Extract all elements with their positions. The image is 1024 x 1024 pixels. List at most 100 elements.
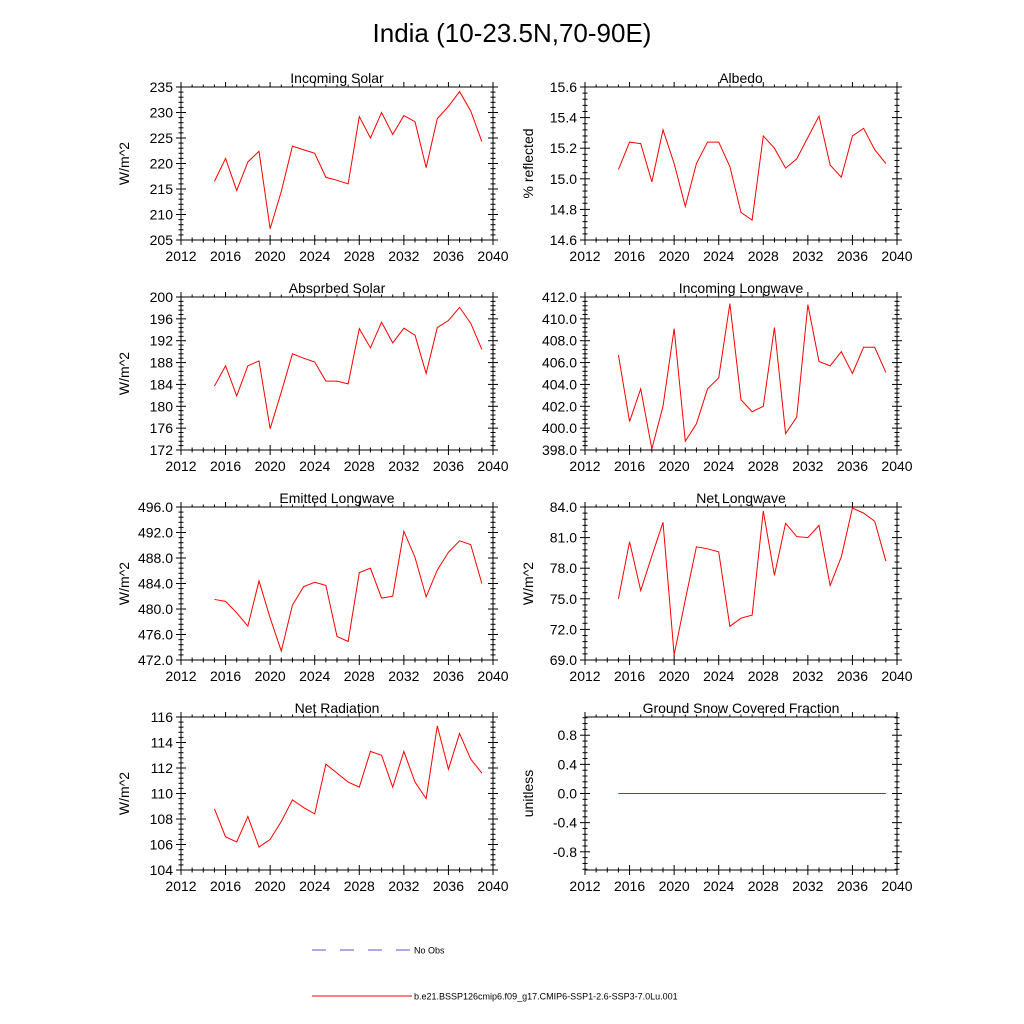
y-tick-label: 172 <box>150 442 174 458</box>
x-tick-label: 2020 <box>255 668 286 684</box>
x-tick-label: 2024 <box>299 248 330 264</box>
x-tick-label: 2040 <box>881 668 912 684</box>
x-tick-label: 2028 <box>748 458 779 474</box>
x-tick-label: 2028 <box>748 878 779 894</box>
plot-frame <box>180 716 494 871</box>
y-tick-label: 116 <box>151 709 174 725</box>
x-tick-label: 2032 <box>792 668 823 684</box>
y-tick-label: 15.6 <box>550 79 577 95</box>
x-tick-label: 2016 <box>614 458 645 474</box>
x-tick-label: 2032 <box>792 458 823 474</box>
y-tick-label: 488.0 <box>138 550 173 566</box>
y-tick-label: 406.0 <box>542 355 577 371</box>
chart-panel: Emitted Longwave 2012 2016 2020 2024 2028 2032… <box>116 490 509 684</box>
x-tick-label: 2016 <box>614 248 645 264</box>
y-tick-label: 410.0 <box>542 311 577 327</box>
x-tick-label: 2040 <box>477 458 508 474</box>
legend-no-obs-label: No Obs <box>414 946 445 956</box>
chart-panel: Incoming Longwave 2012 2016 2020 2024 2028 203… <box>542 280 913 474</box>
x-tick-label: 2016 <box>210 668 241 684</box>
chart-title: Ground Snow Covered Fraction <box>643 700 840 716</box>
series-line <box>617 507 887 655</box>
x-tick-label: 2016 <box>210 878 241 894</box>
y-tick-label: 200 <box>150 289 174 305</box>
x-tick-label: 2024 <box>299 458 330 474</box>
y-tick-label: 484.0 <box>138 576 173 592</box>
x-tick-label: 2016 <box>614 668 645 684</box>
y-axis-label: W/m^2 <box>116 142 132 185</box>
x-tick-label: 2040 <box>477 248 508 264</box>
x-tick-label: 2012 <box>569 878 600 894</box>
x-tick-label: 2040 <box>477 668 508 684</box>
y-tick-label: 15.0 <box>550 171 577 187</box>
x-tick-label: 2020 <box>659 248 690 264</box>
y-tick-label: 196 <box>150 311 174 327</box>
y-tick-label: 235 <box>150 79 174 95</box>
y-tick-label: 492.0 <box>138 525 173 541</box>
chart-panel: Net Radiation 2012 2016 2020 2024 2028 2032 203… <box>116 700 509 894</box>
x-tick-label: 2040 <box>881 878 912 894</box>
y-axis-label: W/m^2 <box>116 772 132 815</box>
figure-title: India (10-23.5N,70-90E) <box>373 18 652 48</box>
y-tick-label: 205 <box>150 232 174 248</box>
y-tick-label: 112 <box>151 760 174 776</box>
x-tick-label: 2040 <box>881 248 912 264</box>
y-tick-label: 412.0 <box>542 289 577 305</box>
x-tick-label: 2012 <box>165 458 196 474</box>
chart-title: Absorbed Solar <box>289 280 386 296</box>
series-line <box>213 725 483 848</box>
y-tick-label: 84.0 <box>550 499 577 515</box>
plot-frame <box>180 506 494 661</box>
x-tick-label: 2036 <box>837 878 868 894</box>
x-tick-label: 2036 <box>837 248 868 264</box>
x-tick-label: 2036 <box>837 458 868 474</box>
y-tick-label: 72.0 <box>550 621 577 637</box>
chart-title: Incoming Solar <box>290 70 384 86</box>
chart-panel: Absorbed Solar 2012 2016 2020 2024 2028 2032 20… <box>116 280 509 474</box>
x-tick-label: 2012 <box>569 668 600 684</box>
y-tick-label: 14.8 <box>550 201 577 217</box>
y-axis-label: unitless <box>520 770 536 817</box>
x-tick-label: 2032 <box>792 248 823 264</box>
x-tick-label: 2016 <box>210 248 241 264</box>
plot-frame <box>584 86 898 241</box>
x-tick-label: 2024 <box>299 668 330 684</box>
y-axis-label: W/m^2 <box>520 562 536 605</box>
y-tick-label: 0.4 <box>558 756 578 772</box>
y-axis-label: W/m^2 <box>116 562 132 605</box>
x-tick-label: 2012 <box>569 248 600 264</box>
series-line <box>213 90 483 229</box>
y-tick-label: 0.8 <box>558 727 578 743</box>
y-tick-label: 15.4 <box>550 110 577 126</box>
x-tick-label: 2012 <box>165 878 196 894</box>
y-tick-label: 215 <box>150 181 174 197</box>
x-tick-label: 2028 <box>344 668 375 684</box>
y-tick-label: 472.0 <box>138 652 173 668</box>
x-tick-label: 2028 <box>344 458 375 474</box>
y-tick-label: 220 <box>150 156 174 172</box>
y-tick-label: 184 <box>150 376 174 392</box>
chart-title: Emitted Longwave <box>279 490 394 506</box>
x-tick-label: 2020 <box>255 458 286 474</box>
x-tick-label: 2032 <box>388 248 419 264</box>
y-tick-label: 0.0 <box>558 786 578 802</box>
y-tick-label: 14.6 <box>550 232 577 248</box>
legend-model-label: b.e21.BSSP126cmip6.f09_g17.CMIP6-SSP1-2.… <box>414 992 678 1002</box>
chart-panel: Incoming Solar 2012 2016 2020 2024 2028 2032 20… <box>116 70 509 264</box>
x-tick-label: 2020 <box>659 878 690 894</box>
y-tick-label: 398.0 <box>542 442 577 458</box>
x-tick-label: 2028 <box>748 668 779 684</box>
chart-title: Net Longwave <box>696 490 786 506</box>
chart-panel: Albedo 2012 2016 2020 2024 2028 2032 2036 2040 14… <box>520 70 913 264</box>
x-tick-label: 2028 <box>344 878 375 894</box>
chart-panel: Ground Snow Covered Fraction 2012 2016 2020… <box>520 700 913 894</box>
legend: No Obs b.e21.BSSP126cmip6.f09_g17.CMIP6-… <box>312 946 678 1002</box>
x-tick-label: 2012 <box>165 668 196 684</box>
y-tick-label: -0.8 <box>553 844 577 860</box>
y-tick-label: 480.0 <box>138 601 173 617</box>
y-axis-label: W/m^2 <box>116 352 132 395</box>
x-tick-label: 2024 <box>703 458 734 474</box>
x-tick-label: 2032 <box>792 878 823 894</box>
y-tick-label: -0.4 <box>553 815 577 831</box>
